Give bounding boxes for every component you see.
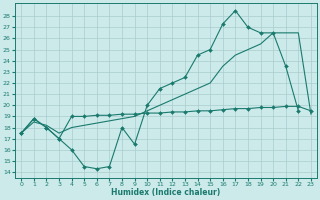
X-axis label: Humidex (Indice chaleur): Humidex (Indice chaleur) [111,188,221,197]
